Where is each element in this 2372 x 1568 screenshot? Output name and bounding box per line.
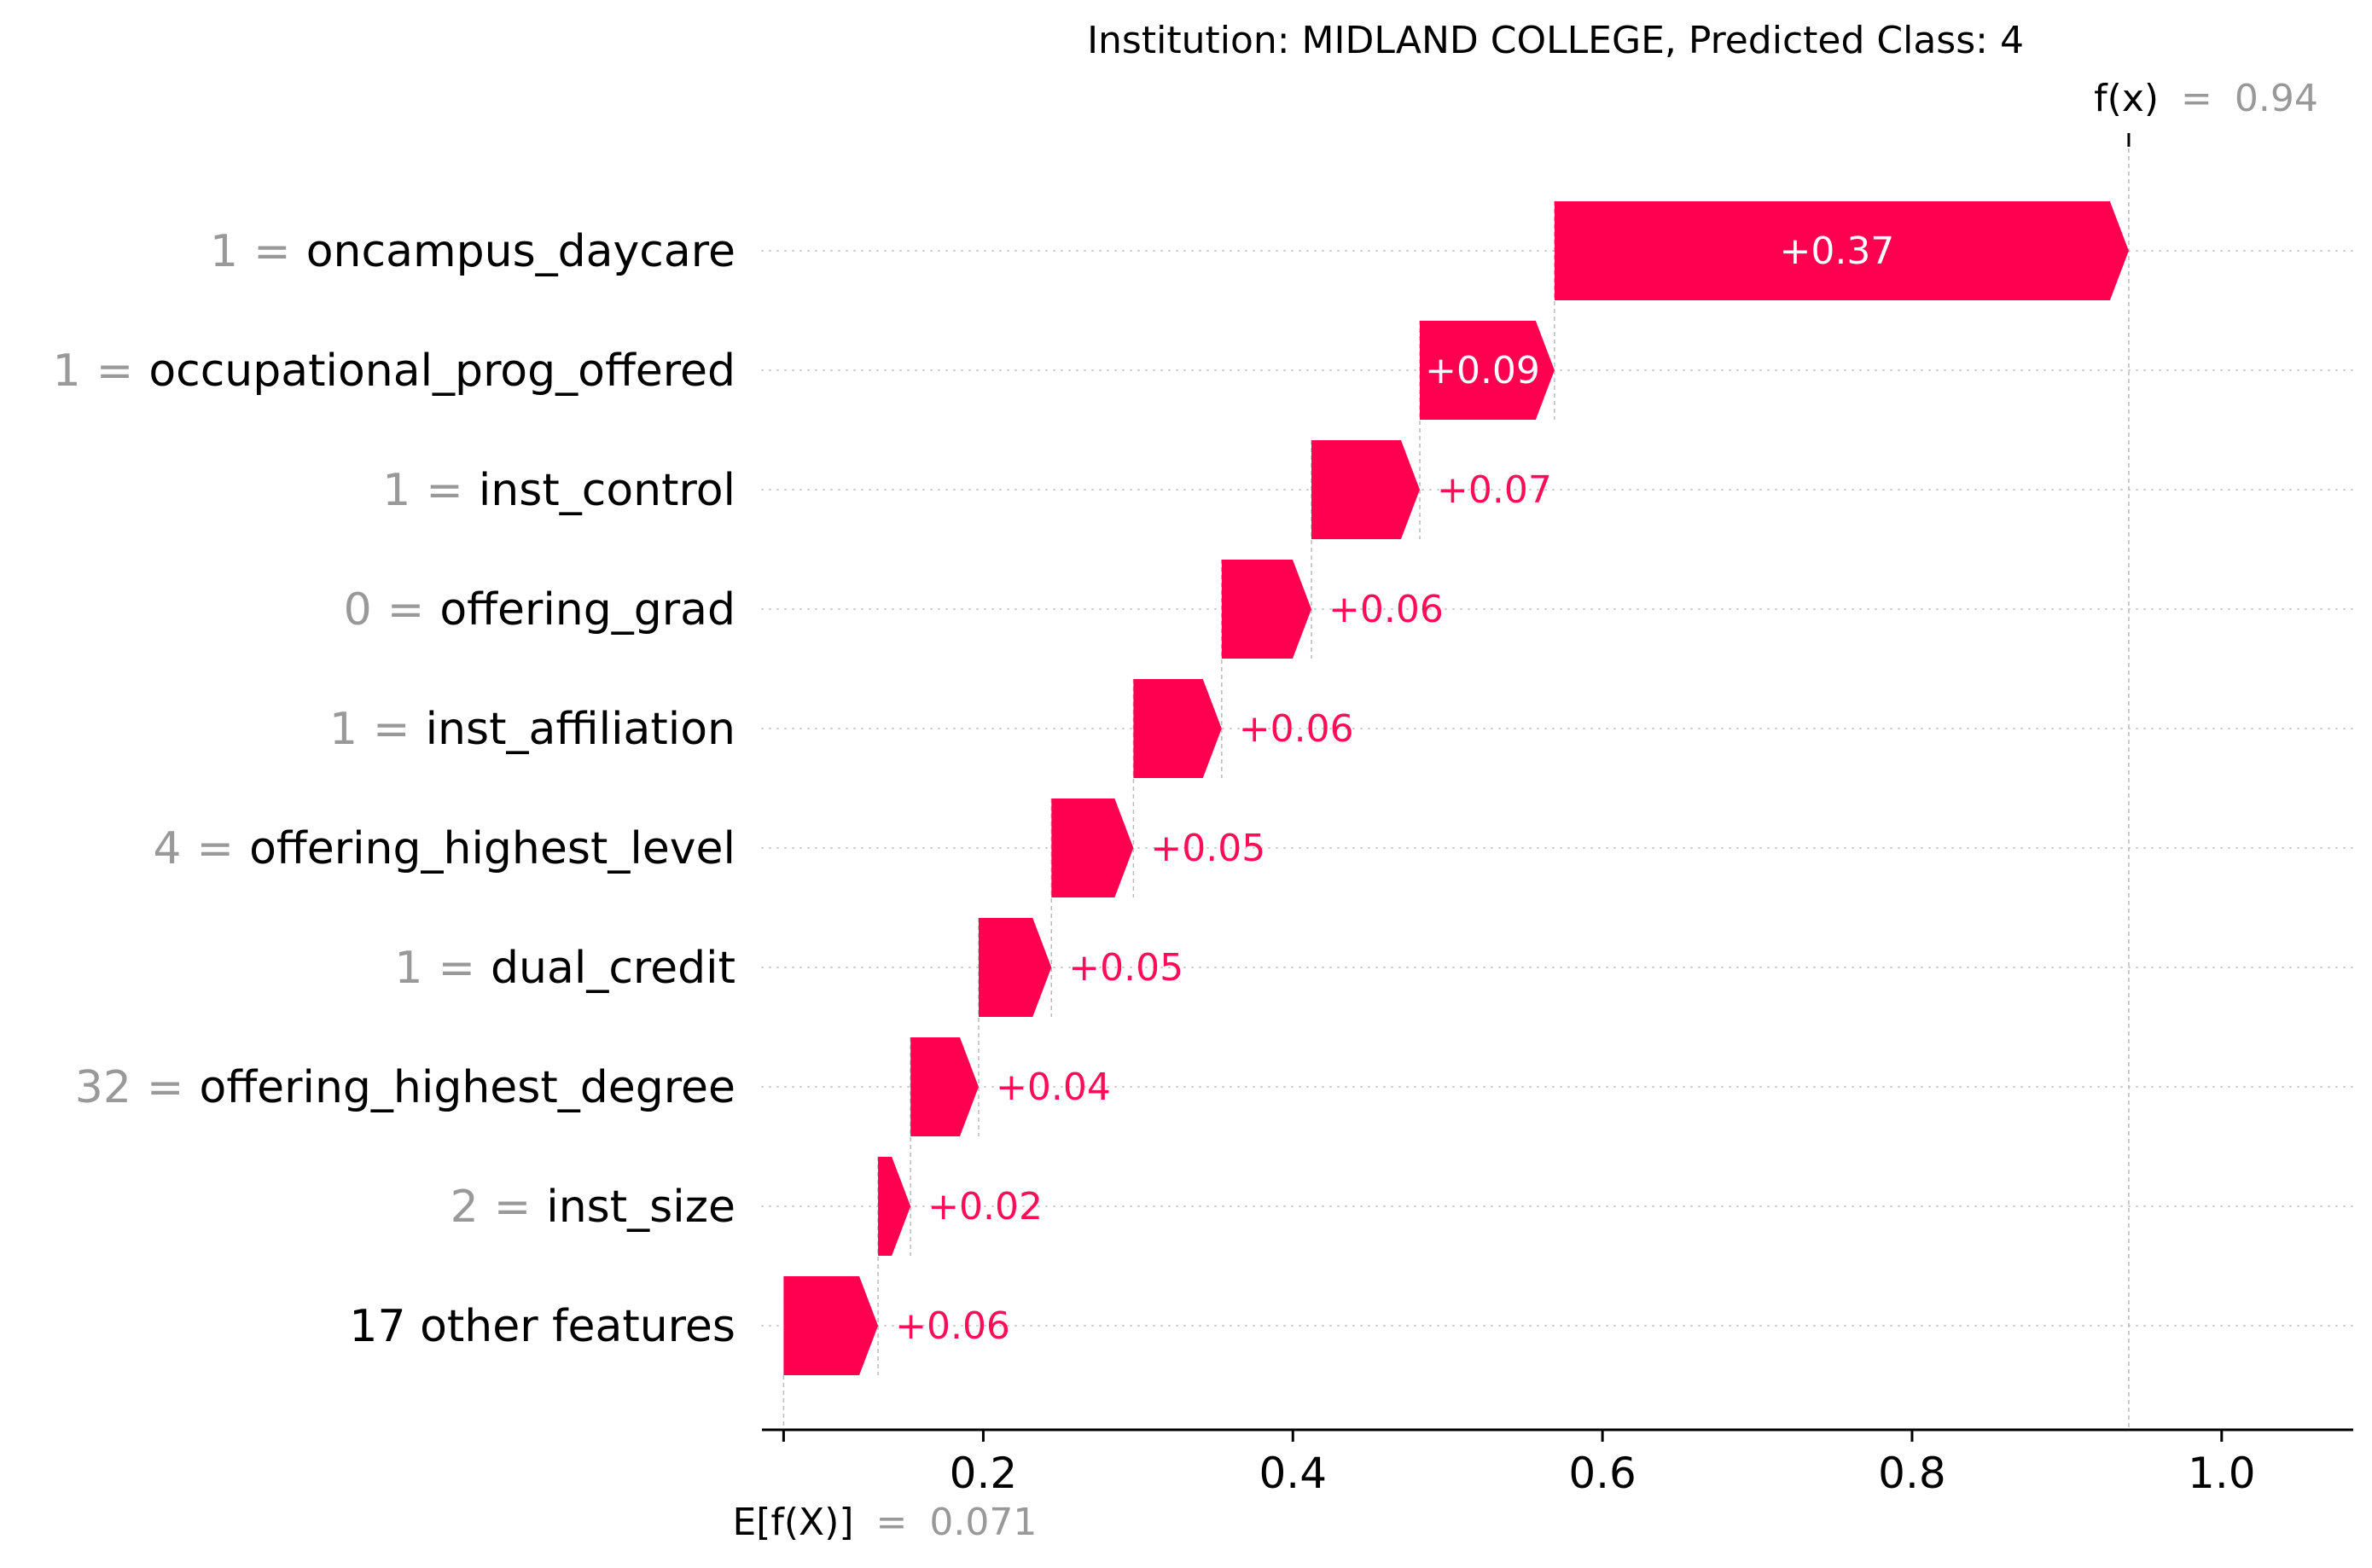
feature-label: 0 = offering_grad xyxy=(344,584,735,636)
contribution-bar xyxy=(1051,799,1134,897)
output-value-annotation: f(x) = 0.94 xyxy=(2094,77,2318,120)
feature-label: 1 = dual_credit xyxy=(394,943,735,994)
contribution-bar xyxy=(1554,201,2129,300)
feature-value: 2 xyxy=(451,1182,479,1233)
base-value-label: E[f(X)] = 0.071 xyxy=(732,1501,1037,1544)
feature-value: 4 xyxy=(153,823,181,874)
feature-label: 1 = inst_affiliation xyxy=(329,704,735,755)
fx-symbol: f(x) xyxy=(2094,77,2159,120)
feature-equals: = xyxy=(147,1062,184,1113)
feature-equals: = xyxy=(197,823,235,874)
feature-equals: = xyxy=(373,704,410,755)
contribution-bar xyxy=(1420,321,1555,420)
contribution-bar xyxy=(910,1037,979,1136)
feature-equals: = xyxy=(426,465,463,516)
feature-label: 4 = offering_highest_level xyxy=(153,823,735,874)
contribution-bar xyxy=(878,1157,911,1256)
connector-lines xyxy=(782,133,2131,1430)
feature-value: 1 xyxy=(382,465,410,516)
grid-lines xyxy=(761,250,2354,1327)
contribution-label: +0.06 xyxy=(1328,588,1444,631)
contribution-label: +0.09 xyxy=(1425,349,1540,392)
feature-label: 32 = offering_highest_degree xyxy=(75,1062,735,1113)
x-axis: 0.2 0.4 0.6 0.8 1.0 xyxy=(762,1428,2353,1498)
fx-equals: = xyxy=(2181,77,2212,120)
feature-label: 2 = inst_size xyxy=(451,1182,735,1233)
feature-label: 1 = inst_control xyxy=(382,465,735,516)
feature-name: offering_highest_degree xyxy=(200,1062,736,1113)
contribution-label: +0.06 xyxy=(1239,707,1354,751)
feature-value: 0 xyxy=(344,584,372,636)
feature-label: 17 other features xyxy=(349,1301,735,1352)
contribution-bar xyxy=(1221,560,1311,659)
x-tick-label: 0.4 xyxy=(1259,1449,1328,1498)
feature-value: 32 xyxy=(75,1062,131,1113)
feature-equals: = xyxy=(253,226,291,277)
feature-value: 1 xyxy=(210,226,238,277)
contribution-label: +0.02 xyxy=(927,1185,1043,1228)
feature-value: 1 xyxy=(394,943,422,994)
efx-value: 0.071 xyxy=(929,1501,1037,1544)
feature-equals: = xyxy=(494,1182,532,1233)
feature-name: oncampus_daycare xyxy=(306,226,735,277)
chart-title: Institution: MIDLAND COLLEGE, Predicted … xyxy=(1087,19,2024,62)
contribution-bars xyxy=(783,201,2129,1375)
feature-value: 1 xyxy=(53,346,81,397)
contribution-label: +0.05 xyxy=(1150,827,1265,870)
x-tick-label: 0.8 xyxy=(1878,1449,1946,1498)
feature-name: inst_affiliation xyxy=(426,704,735,755)
feature-equals: = xyxy=(96,346,134,397)
feature-value: 1 xyxy=(329,704,358,755)
feature-labels: 1 = oncampus_daycare 1 = occupational_prog_of… xyxy=(53,226,735,1352)
x-tick-label: 0.6 xyxy=(1568,1449,1637,1498)
efx-equals: = xyxy=(876,1501,908,1544)
feature-name: offering_highest_level xyxy=(249,823,735,874)
feature-name: inst_size xyxy=(546,1182,735,1233)
base-value-annotation: E[f(X)] = 0.071 xyxy=(732,1501,1037,1544)
feature-name: offering_grad xyxy=(439,584,735,636)
fx-value: 0.94 xyxy=(2235,77,2318,120)
x-axis-ticks: 0.2 0.4 0.6 0.8 1.0 xyxy=(782,1430,2256,1498)
contribution-label: +0.05 xyxy=(1068,946,1183,990)
feature-equals: = xyxy=(387,584,425,636)
contribution-bar xyxy=(1133,679,1222,778)
feature-label: 1 = occupational_prog_offered xyxy=(53,346,735,397)
contribution-bar xyxy=(783,1276,879,1375)
contribution-bar xyxy=(1311,440,1420,539)
contribution-labels: +0.37 +0.09 +0.07 +0.06 +0.06 +0.05 +0.05 +0.04… xyxy=(895,229,1894,1348)
contribution-bar xyxy=(979,918,1052,1017)
feature-name: occupational_prog_offered xyxy=(148,346,735,397)
feature-name: inst_control xyxy=(479,465,735,516)
feature-name: 17 other features xyxy=(349,1301,735,1352)
efx-symbol: E[f(X)] xyxy=(732,1501,853,1544)
feature-equals: = xyxy=(438,943,475,994)
x-tick-label: 0.2 xyxy=(950,1449,1018,1498)
contribution-label: +0.07 xyxy=(1437,468,1552,512)
output-value-label: f(x) = 0.94 xyxy=(2094,77,2318,120)
contribution-label: +0.04 xyxy=(996,1066,1111,1109)
x-tick-label: 1.0 xyxy=(2188,1449,2256,1498)
contribution-label: +0.06 xyxy=(895,1304,1010,1348)
feature-name: dual_credit xyxy=(491,943,735,994)
feature-label: 1 = oncampus_daycare xyxy=(210,226,735,277)
contribution-label: +0.37 xyxy=(1779,229,1894,273)
